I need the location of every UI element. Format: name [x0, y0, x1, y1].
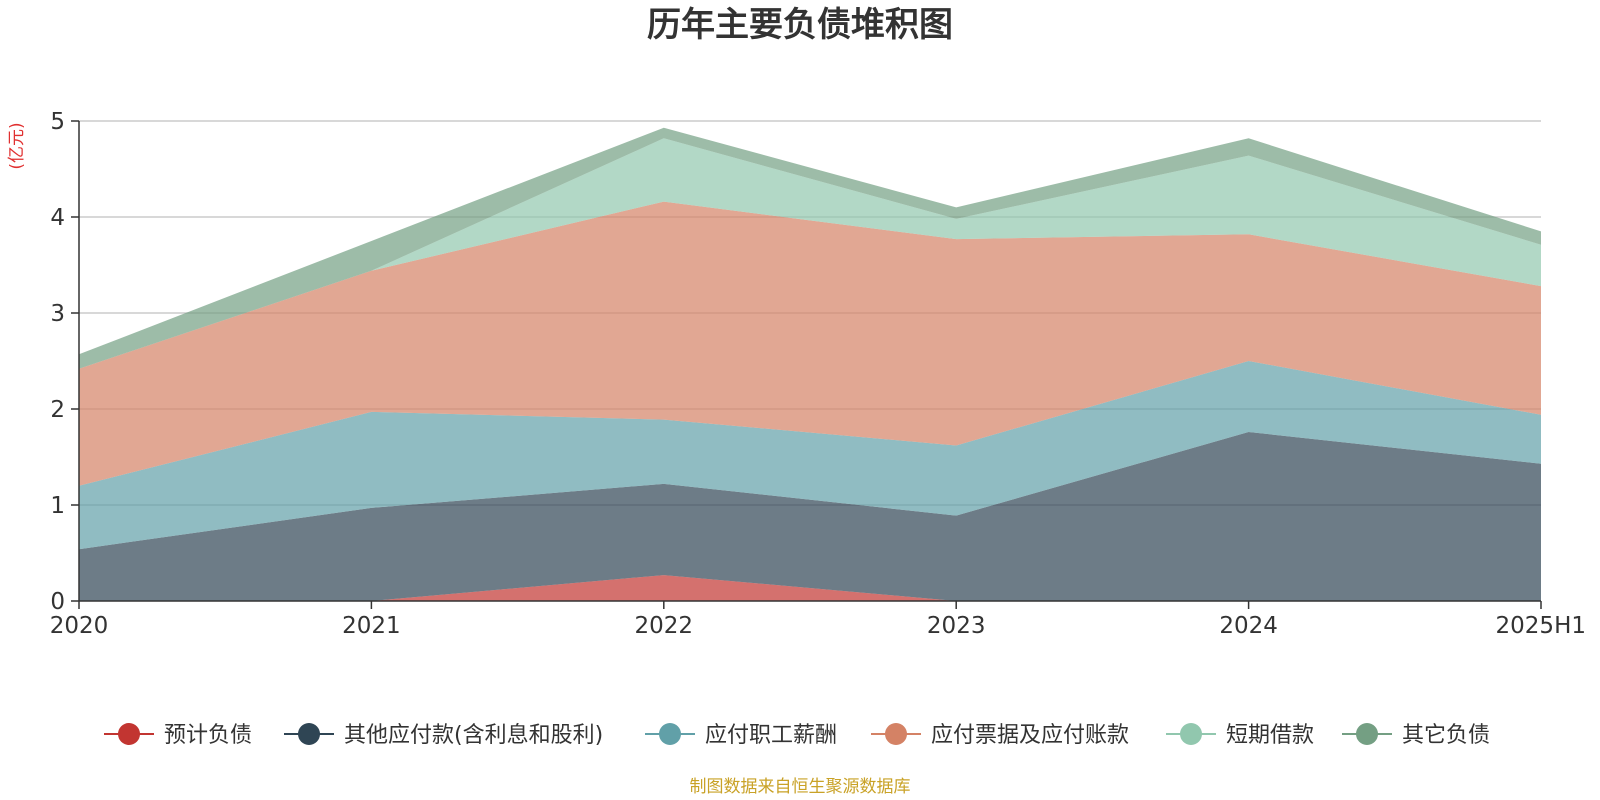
legend-marker [1356, 723, 1378, 745]
legend-item[interactable]: 其它负债 [1342, 723, 1490, 748]
legend-label: 应付职工薪酬 [705, 723, 837, 748]
data-source-note: 制图数据来自恒生聚源数据库 [690, 777, 911, 797]
x-tick-label: 2025H1 [1496, 613, 1586, 639]
legend-marker [118, 723, 140, 745]
legend-marker [885, 723, 907, 745]
chart-title: 历年主要负债堆积图 [647, 5, 953, 45]
legend-label: 应付票据及应付账款 [931, 723, 1129, 748]
legend-item[interactable]: 短期借款 [1166, 723, 1314, 748]
stacked-areas [79, 127, 1541, 601]
x-tick-label: 2024 [1219, 613, 1278, 639]
legend-marker [298, 723, 320, 745]
y-tick-label: 3 [50, 301, 65, 327]
x-tick-label: 2020 [50, 613, 109, 639]
area-series-3 [79, 201, 1541, 486]
legend-label: 其他应付款(含利息和股利) [344, 723, 603, 748]
legend-label: 其它负债 [1402, 723, 1490, 748]
y-tick-label: 4 [50, 205, 65, 231]
x-tick-label: 2021 [342, 613, 401, 639]
legend-item[interactable]: 应付职工薪酬 [645, 723, 837, 748]
y-tick-label: 0 [50, 589, 65, 615]
y-tick-label: 5 [50, 109, 65, 135]
area-series-4 [79, 138, 1541, 369]
legend-item[interactable]: 其他应付款(含利息和股利) [284, 723, 603, 748]
legend: 预计负债 其他应付款(含利息和股利) 应付职工薪酬 应付票据及应付账款 短期借款 其它负债 [104, 723, 1490, 748]
area-series-1 [79, 432, 1541, 601]
x-tick-label: 2023 [927, 613, 986, 639]
legend-label: 预计负债 [164, 723, 252, 748]
y-axis-unit-label: (亿元) [7, 122, 27, 169]
legend-marker [659, 723, 681, 745]
y-tick-label: 1 [50, 493, 65, 519]
legend-marker [1180, 723, 1202, 745]
area-series-2 [79, 361, 1541, 550]
legend-item[interactable]: 应付票据及应付账款 [871, 723, 1129, 748]
y-tick-label: 2 [50, 397, 65, 423]
x-tick-label: 2022 [635, 613, 694, 639]
legend-label: 短期借款 [1226, 723, 1314, 748]
legend-item[interactable]: 预计负债 [104, 723, 252, 748]
axes: 0 1 2 3 4 5 2020 2021 2022 2023 2024 2025H1 [50, 109, 1586, 639]
area-series-5 [79, 127, 1541, 369]
